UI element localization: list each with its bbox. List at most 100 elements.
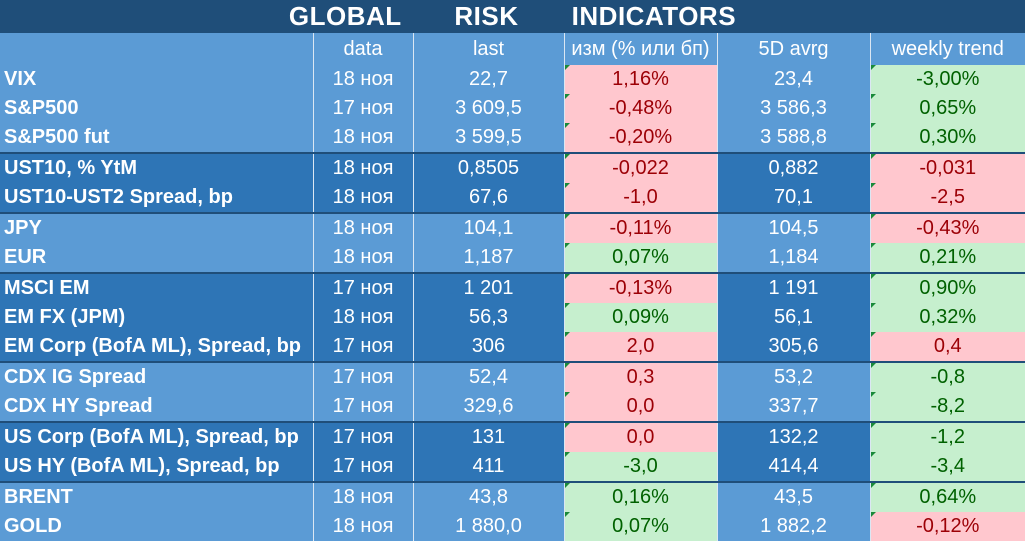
table-row: JPY 18 ноя 104,1 -0,11% 104,5 -0,43%	[0, 212, 1025, 243]
change-cell: 0,07%	[563, 512, 717, 541]
table-row: BRENT 18 ноя 43,8 0,16% 43,5 0,64%	[0, 481, 1025, 512]
col-header-change: изм (% или бп)	[563, 33, 717, 65]
last-value-cell: 3 609,5	[412, 94, 564, 123]
last-value-cell: 52,4	[412, 361, 564, 392]
avg-5d-cell: 1 882,2	[716, 512, 870, 541]
indicator-name-cell: S&P500	[0, 94, 313, 123]
weekly-trend-cell: -0,031	[869, 152, 1025, 183]
last-value-cell: 306	[412, 332, 564, 362]
avg-5d-cell: 1 191	[716, 272, 870, 303]
date-cell: 18 ноя	[312, 303, 413, 332]
date-cell: 17 ноя	[312, 94, 413, 123]
last-value-cell: 56,3	[412, 303, 564, 332]
indicator-name-cell: VIX	[0, 65, 313, 94]
table-row: UST10, % YtM 18 ноя 0,8505 -0,022 0,882 -0,03…	[0, 152, 1025, 183]
date-cell: 17 ноя	[312, 332, 413, 362]
indicator-name-cell: MSCI EM	[0, 272, 313, 303]
weekly-trend-cell: 0,64%	[869, 481, 1025, 512]
weekly-trend-cell: -3,4	[869, 452, 1025, 482]
weekly-trend-cell: -8,2	[869, 392, 1025, 422]
last-value-cell: 131	[412, 421, 564, 452]
avg-5d-cell: 132,2	[716, 421, 870, 452]
change-cell: -0,48%	[563, 94, 717, 123]
last-value-cell: 3 599,5	[412, 123, 564, 153]
change-cell: 0,0	[563, 421, 717, 452]
indicator-name-cell: JPY	[0, 212, 313, 243]
table-row: CDX HY Spread 17 ноя 329,6 0,0 337,7 -8,2	[0, 392, 1025, 422]
col-header-last: last	[412, 33, 564, 65]
change-cell: -0,11%	[563, 212, 717, 243]
avg-5d-cell: 53,2	[716, 361, 870, 392]
table-row: EUR 18 ноя 1,187 0,07% 1,184 0,21%	[0, 243, 1025, 273]
col-header-5d-avg: 5D avrg	[716, 33, 870, 65]
avg-5d-cell: 414,4	[716, 452, 870, 482]
weekly-trend-cell: -3,00%	[869, 65, 1025, 94]
avg-5d-cell: 104,5	[716, 212, 870, 243]
change-cell: 0,07%	[563, 243, 717, 273]
indicator-name-cell: EM Corp (BofA ML), Spread, bp	[0, 332, 313, 362]
date-cell: 17 ноя	[312, 392, 413, 422]
change-cell: -3,0	[563, 452, 717, 482]
change-cell: 0,0	[563, 392, 717, 422]
indicator-name-cell: US HY (BofA ML), Spread, bp	[0, 452, 313, 482]
table-row: S&P500 fut 18 ноя 3 599,5 -0,20% 3 588,8 0,30…	[0, 123, 1025, 153]
avg-5d-cell: 3 588,8	[716, 123, 870, 153]
avg-5d-cell: 23,4	[716, 65, 870, 94]
last-value-cell: 104,1	[412, 212, 564, 243]
header-row: data last изм (% или бп) 5D avrg weekly …	[0, 33, 1025, 65]
avg-5d-cell: 70,1	[716, 183, 870, 213]
indicator-name-cell: CDX IG Spread	[0, 361, 313, 392]
last-value-cell: 43,8	[412, 481, 564, 512]
weekly-trend-cell: 0,90%	[869, 272, 1025, 303]
date-cell: 18 ноя	[312, 123, 413, 153]
table-row: UST10-UST2 Spread, bp 18 ноя 67,6 -1,0 70,1-…	[0, 183, 1025, 213]
date-cell: 18 ноя	[312, 481, 413, 512]
last-value-cell: 0,8505	[412, 152, 564, 183]
date-cell: 18 ноя	[312, 212, 413, 243]
change-cell: 0,09%	[563, 303, 717, 332]
table-row: EM FX (JPM) 18 ноя 56,3 0,09% 56,1 0,32%	[0, 303, 1025, 332]
weekly-trend-cell: 0,30%	[869, 123, 1025, 153]
date-cell: 18 ноя	[312, 512, 413, 541]
indicator-name-cell: EM FX (JPM)	[0, 303, 313, 332]
change-cell: -0,13%	[563, 272, 717, 303]
last-value-cell: 67,6	[412, 183, 564, 213]
weekly-trend-cell: 0,21%	[869, 243, 1025, 273]
indicators-table: data last изм (% или бп) 5D avrg weekly …	[0, 33, 1025, 541]
avg-5d-cell: 1,184	[716, 243, 870, 273]
weekly-trend-cell: -0,8	[869, 361, 1025, 392]
date-cell: 17 ноя	[312, 272, 413, 303]
date-cell: 17 ноя	[312, 421, 413, 452]
page-title: GLOBAL RISK INDICATORS	[0, 0, 1025, 33]
table-row: GOLD 18 ноя 1 880,0 0,07% 1 882,2 -0,12%	[0, 512, 1025, 541]
col-header-date: data	[312, 33, 413, 65]
weekly-trend-cell: -0,43%	[869, 212, 1025, 243]
indicator-name-cell: US Corp (BofA ML), Spread, bp	[0, 421, 313, 452]
last-value-cell: 1 880,0	[412, 512, 564, 541]
last-value-cell: 1,187	[412, 243, 564, 273]
change-cell: 2,0	[563, 332, 717, 362]
avg-5d-cell: 43,5	[716, 481, 870, 512]
col-header-weekly-trend: weekly trend	[869, 33, 1025, 65]
date-cell: 17 ноя	[312, 361, 413, 392]
indicator-name-cell: BRENT	[0, 481, 313, 512]
avg-5d-cell: 305,6	[716, 332, 870, 362]
weekly-trend-cell: 0,65%	[869, 94, 1025, 123]
date-cell: 18 ноя	[312, 183, 413, 213]
table-row: S&P500 17 ноя 3 609,5 -0,48% 3 586,3 0,65%	[0, 94, 1025, 123]
avg-5d-cell: 337,7	[716, 392, 870, 422]
table-row: US HY (BofA ML), Spread, bp 17 ноя 411 -3,0…	[0, 452, 1025, 482]
last-value-cell: 411	[412, 452, 564, 482]
avg-5d-cell: 3 586,3	[716, 94, 870, 123]
date-cell: 17 ноя	[312, 452, 413, 482]
avg-5d-cell: 56,1	[716, 303, 870, 332]
change-cell: -0,022	[563, 152, 717, 183]
weekly-trend-cell: -1,2	[869, 421, 1025, 452]
indicator-name-cell: S&P500 fut	[0, 123, 313, 153]
change-cell: 1,16%	[563, 65, 717, 94]
weekly-trend-cell: 0,4	[869, 332, 1025, 362]
weekly-trend-cell: 0,32%	[869, 303, 1025, 332]
last-value-cell: 329,6	[412, 392, 564, 422]
indicator-name-cell: GOLD	[0, 512, 313, 541]
